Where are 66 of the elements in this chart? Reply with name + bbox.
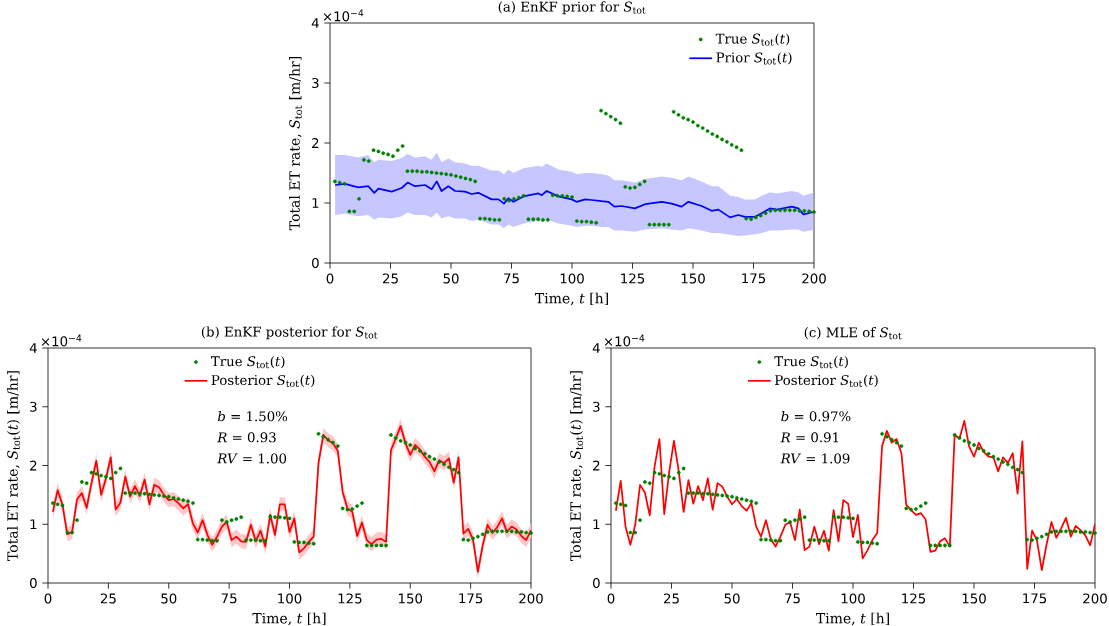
x-tick-label: 175: [1023, 593, 1047, 604]
x-tick-label: 0: [44, 593, 52, 604]
legend-label: Posterior S$_{tot}$(t): [211, 374, 315, 388]
x-tick-label: 100: [841, 593, 865, 604]
annotation: b = 0.97%: [781, 410, 851, 422]
y-tick-label: 0: [593, 577, 600, 589]
x-tick-label: 0: [326, 273, 334, 284]
x-tick-label: 125: [338, 593, 362, 604]
x-tick-label: 25: [664, 593, 679, 604]
y-axis-title: Total ET rate, S$_{tot}$(t) [m/hr]: [7, 371, 20, 561]
annotation: RV = 1.00: [217, 453, 287, 464]
y-tick-label: 3: [312, 77, 319, 89]
x-tick-label: 175: [459, 593, 483, 604]
x-tick-label: 50: [161, 593, 177, 604]
x-tick-label: 75: [504, 273, 519, 284]
x-tick-label: 75: [221, 593, 237, 604]
y-tick-label: 2: [593, 460, 600, 471]
x-tick-label: 75: [785, 593, 800, 604]
y-tick-label: 0: [30, 577, 37, 589]
x-tick-label: 125: [621, 273, 645, 284]
x-tick-label: 25: [100, 593, 116, 604]
annotation: R = 0.93: [217, 432, 276, 443]
y-tick-label: 1: [30, 519, 37, 530]
x-tick-label: 200: [519, 593, 543, 604]
x-tick-label: 25: [383, 273, 398, 284]
x-tick-label: 125: [902, 593, 926, 604]
chart-title: (b) EnKF posterior for S$_{tot}$: [201, 326, 378, 340]
x-tick-label: 50: [724, 593, 740, 604]
y-tick-label: 4: [311, 18, 319, 28]
annotation: b = 1.50%: [217, 410, 288, 422]
y-tick-label: 4: [29, 343, 37, 353]
annotation: R = 0.91: [780, 432, 839, 443]
legend-label: True S$_{tot}$(t): [774, 355, 848, 369]
x-tick-label: 150: [962, 593, 986, 604]
x-tick-label: 175: [742, 273, 766, 284]
x-tick-label: 100: [560, 273, 584, 284]
y-tick-label: 3: [30, 401, 37, 412]
x-axis-title: Time, t [h]: [535, 292, 608, 306]
chart-title: (c) MLE of S$_{tot}$: [804, 327, 902, 340]
y-tick-label: 1: [593, 519, 600, 530]
text: ×10$^{−4}$: [41, 334, 82, 347]
legend-label: Prior S$_{tot}$(t): [716, 52, 792, 65]
x-axis-title: Time, t [h]: [252, 612, 326, 626]
y-tick-label: 2: [30, 460, 37, 471]
annotation: RV = 1.09: [780, 453, 850, 464]
x-tick-label: 150: [681, 273, 705, 284]
y-axis-title: Total ET rate, S$_{tot}$ [m/hr]: [289, 56, 302, 231]
legend-label: True S$_{tot}$(t): [210, 355, 285, 369]
x-tick-label: 200: [1083, 593, 1107, 604]
y-tick-label: 2: [312, 138, 319, 148]
x-tick-label: 50: [443, 273, 459, 284]
y-tick-label: 0: [312, 257, 319, 269]
y-tick-label: 3: [593, 401, 600, 412]
x-tick-label: 100: [278, 593, 302, 604]
y-axis-title: Total ET rate, S$_{tot}$(t) [m/hr]: [570, 371, 583, 561]
x-tick-label: 150: [399, 593, 423, 604]
x-tick-label: 0: [607, 593, 615, 604]
text: ×10$^{−4}$: [604, 334, 645, 347]
legend-label: Posterior S$_{tot}$(t): [775, 374, 878, 388]
text: ×10$^{−4}$: [323, 9, 364, 22]
y-tick-label: 1: [312, 198, 319, 208]
y-tick-label: 4: [592, 343, 600, 353]
x-tick-label: 200: [802, 273, 826, 284]
x-axis-title: Time, t [h]: [816, 612, 889, 626]
chart-title: (a) EnKF prior for S$_{tot}$: [498, 1, 646, 15]
legend-label: True S$_{tot}$(t): [715, 33, 790, 46]
